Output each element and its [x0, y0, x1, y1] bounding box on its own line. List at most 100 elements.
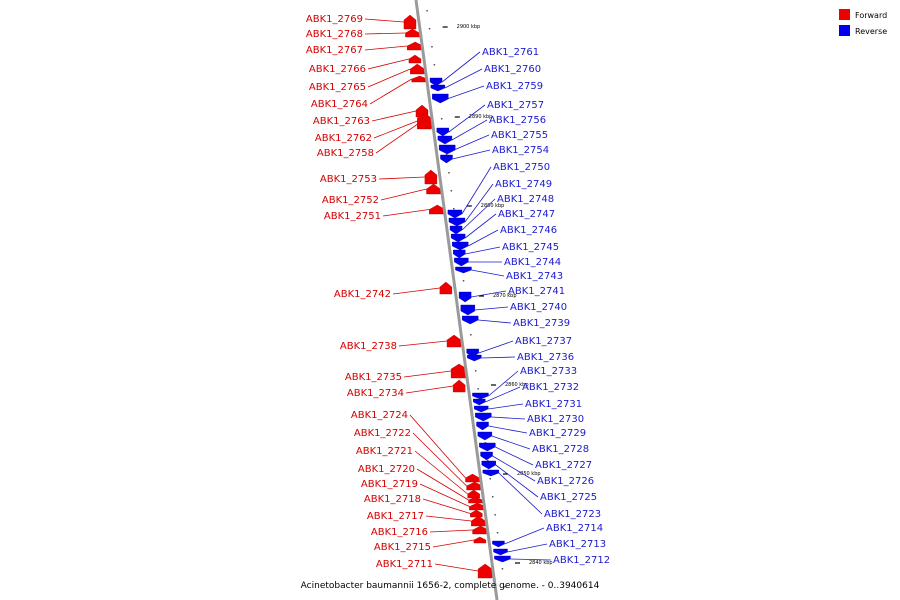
forward-gene-label: ABK1_2751 — [324, 211, 381, 222]
reverse-gene-label: ABK1_2744 — [504, 257, 561, 268]
reverse-gene-label: ABK1_2726 — [537, 476, 594, 487]
minor-tick — [474, 370, 477, 372]
reverse-gene-feature — [473, 398, 486, 406]
forward-gene-feature — [405, 28, 420, 38]
reverse-gene-label: ABK1_2730 — [527, 414, 584, 425]
reverse-label-connector — [455, 134, 490, 150]
forward-gene-label: ABK1_2768 — [306, 29, 363, 40]
genome-caption: Acinetobacter baumannii 1656-2, complete… — [301, 581, 600, 591]
reverse-gene-label: ABK1_2725 — [540, 492, 597, 503]
forward-label-connector — [367, 58, 410, 70]
forward-label-connector — [405, 385, 454, 394]
reverse-label-connector — [510, 558, 552, 561]
reverse-gene-feature — [494, 555, 511, 563]
legend-forward-label: Forward — [855, 11, 887, 20]
forward-label-connector — [367, 68, 411, 88]
label-connectors — [364, 18, 552, 572]
forward-label-connector — [364, 18, 405, 23]
reverse-label-connector — [461, 166, 492, 215]
reverse-gene-label: ABK1_2733 — [520, 366, 577, 377]
reverse-gene-label: ABK1_2760 — [484, 64, 541, 75]
reverse-gene-label: ABK1_2727 — [535, 460, 592, 471]
reverse-gene-label: ABK1_2761 — [482, 47, 539, 58]
legend-reverse-swatch — [839, 25, 850, 36]
forward-label-connector — [429, 529, 473, 533]
scale-tick-label: 2890 kbp — [469, 114, 493, 120]
reverse-gene-label: ABK1_2714 — [546, 523, 603, 534]
forward-gene-feature — [466, 481, 483, 491]
reverse-gene-feature — [477, 431, 493, 441]
forward-gene-feature — [477, 563, 493, 579]
scale-tick-label: 2870 kbp — [493, 293, 517, 299]
minor-tick — [477, 388, 479, 390]
reverse-gene-label: ABK1_2755 — [491, 130, 548, 141]
forward-gene-label: ABK1_2763 — [313, 116, 370, 127]
reverse-gene-feature — [458, 291, 472, 303]
reverse-gene-feature — [437, 135, 453, 145]
forward-gene-label: ABK1_2718 — [364, 494, 421, 505]
reverse-gene-feature — [474, 405, 489, 413]
reverse-label-connector — [478, 340, 514, 354]
forward-gene-label: ABK1_2722 — [354, 428, 411, 439]
forward-label-connector — [432, 539, 474, 548]
forward-gene-feature — [465, 473, 480, 483]
reverse-gene-feature — [436, 127, 450, 137]
reverse-gene-label: ABK1_2737 — [515, 336, 572, 347]
genome-backbone — [414, 0, 499, 600]
reverse-gene-feature — [476, 421, 489, 431]
reverse-gene-label: ABK1_2740 — [510, 302, 567, 313]
forward-gene-label: ABK1_2735 — [345, 372, 402, 383]
forward-gene-feature — [452, 379, 466, 393]
reverse-label-connector — [481, 356, 516, 359]
forward-label-connector — [419, 483, 470, 507]
reverse-gene-feature — [450, 233, 466, 243]
minor-tick — [496, 532, 499, 534]
reverse-label-connector — [448, 85, 485, 99]
reverse-gene-label: ABK1_2729 — [529, 428, 586, 439]
reverse-label-connector — [478, 319, 512, 324]
forward-gene-feature — [450, 363, 468, 379]
forward-label-connector — [378, 176, 425, 180]
reverse-gene-feature — [492, 540, 505, 548]
forward-gene-label: ABK1_2715 — [374, 542, 431, 553]
reverse-gene-feature — [480, 451, 493, 461]
minor-tick — [426, 10, 428, 12]
reverse-gene-feature — [430, 84, 446, 92]
reverse-gene-feature — [438, 144, 456, 155]
reverse-gene-feature — [448, 217, 466, 227]
reverse-label-connector — [491, 416, 526, 420]
minor-tick — [489, 478, 492, 480]
reverse-gene-label: ABK1_2728 — [532, 444, 589, 455]
reverse-gene-feature — [493, 548, 508, 556]
reverse-label-connector — [498, 472, 543, 515]
forward-label-connector — [434, 563, 479, 572]
forward-gene-feature — [424, 169, 438, 185]
reverse-label-connector — [488, 370, 519, 397]
reverse-label-connector — [464, 213, 497, 239]
reverse-label-connector — [451, 119, 488, 141]
forward-label-connector — [392, 287, 440, 295]
reverse-gene-feature — [462, 315, 479, 325]
forward-gene-feature — [469, 502, 486, 511]
gene-features — [403, 14, 511, 579]
forward-gene-label: ABK1_2724 — [351, 410, 408, 421]
forward-label-connector — [398, 340, 448, 347]
reverse-gene-feature — [475, 412, 492, 422]
legend-forward-swatch — [839, 9, 850, 20]
forward-gene-feature — [473, 536, 487, 544]
reverse-gene-feature — [479, 442, 496, 452]
forward-gene-label: ABK1_2758 — [317, 148, 374, 159]
reverse-gene-feature — [455, 266, 472, 274]
forward-label-connector — [364, 45, 408, 51]
reverse-label-connector — [471, 269, 505, 277]
reverse-gene-label: ABK1_2757 — [487, 100, 544, 111]
minor-tick — [501, 568, 504, 570]
minor-tick — [440, 118, 443, 120]
reverse-gene-label: ABK1_2749 — [495, 179, 552, 190]
minor-tick — [494, 514, 496, 516]
gene-labels: ABK1_2769 ABK1_2768 ABK1_2767 ABK1_2766 ABK1… — [306, 14, 610, 570]
reverse-gene-feature — [472, 392, 489, 400]
reverse-label-connector — [471, 290, 507, 298]
forward-label-connector — [373, 120, 418, 139]
forward-label-connector — [403, 370, 452, 378]
